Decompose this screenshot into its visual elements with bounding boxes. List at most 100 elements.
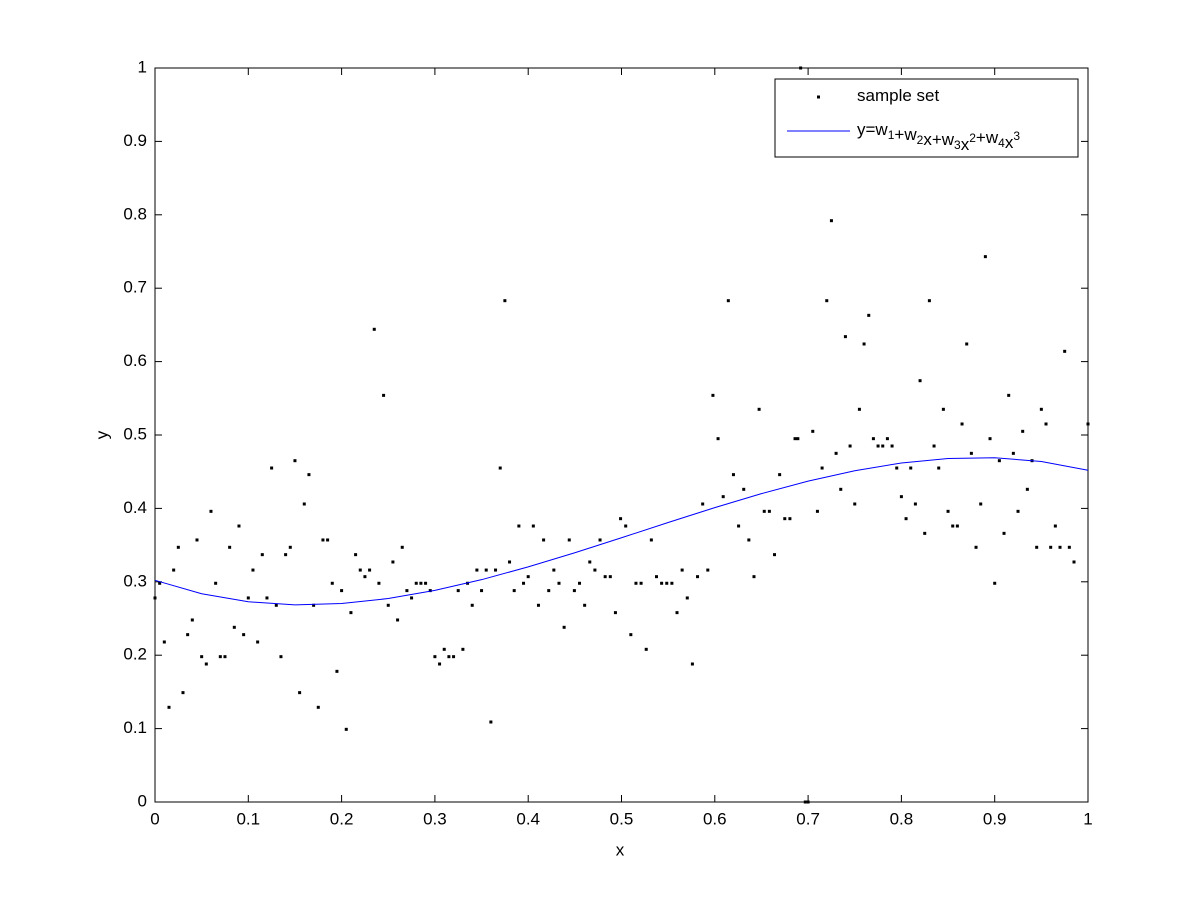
data-point [762, 509, 766, 513]
data-point [522, 581, 526, 585]
data-point [312, 603, 316, 607]
data-point [326, 538, 330, 542]
y-tick-label: 0.1 [123, 718, 147, 737]
data-point [895, 466, 899, 470]
data-point [512, 589, 516, 593]
data-point [1067, 545, 1071, 549]
data-point [644, 647, 648, 651]
data-point [988, 437, 992, 441]
data-point [983, 255, 987, 259]
data-point [767, 509, 771, 513]
data-point [885, 437, 889, 441]
data-point [993, 581, 997, 585]
data-point [218, 655, 222, 659]
data-point [629, 633, 633, 637]
data-point [726, 299, 730, 303]
data-point [923, 531, 927, 535]
data-point [1011, 451, 1015, 455]
data-point [820, 466, 824, 470]
data-point [494, 568, 498, 572]
data-point [470, 603, 474, 607]
data-point [190, 618, 194, 622]
plot-box [154, 67, 1089, 803]
y-tick-label: 0 [138, 791, 147, 810]
data-point [946, 509, 950, 513]
data-point [447, 655, 451, 659]
data-point [773, 553, 777, 557]
data-point [974, 545, 978, 549]
data-point [867, 313, 871, 317]
data-point [969, 451, 973, 455]
data-point [424, 581, 428, 585]
data-point [927, 299, 931, 303]
data-point [438, 662, 442, 666]
data-point [428, 589, 432, 593]
y-tick-label: 0.7 [123, 278, 147, 297]
data-point [567, 538, 571, 542]
data-point [1021, 429, 1025, 433]
data-point [731, 473, 735, 477]
fit-line [154, 457, 1089, 606]
data-point [685, 596, 689, 600]
data-point [368, 568, 372, 572]
data-point [675, 611, 679, 615]
y-tick-label: 0.9 [123, 131, 147, 150]
x-tick-label: 0 [150, 809, 159, 828]
data-point [382, 393, 386, 397]
data-point [578, 581, 582, 585]
data-point [932, 444, 936, 448]
x-tick-label: 0.1 [236, 809, 260, 828]
data-point [214, 581, 218, 585]
data-point [871, 437, 875, 441]
data-point [862, 342, 866, 346]
data-point [572, 589, 576, 593]
data-point [788, 517, 792, 521]
data-point [419, 581, 423, 585]
data-point [583, 603, 587, 607]
data-point [960, 422, 964, 426]
data-point [793, 437, 797, 441]
y-axis-label: y [92, 430, 111, 439]
data-point [256, 640, 260, 644]
data-point [260, 553, 264, 557]
data-point [475, 568, 479, 572]
data-point [829, 219, 833, 223]
data-point [480, 589, 484, 593]
data-point [344, 727, 348, 731]
data-point [181, 691, 185, 695]
x-tick-label: 0.3 [423, 809, 447, 828]
data-point [965, 342, 969, 346]
x-tick-label: 0.4 [516, 809, 540, 828]
data-point [508, 560, 512, 564]
data-point [1002, 531, 1006, 535]
data-point [562, 625, 566, 629]
y-tick-label: 0.6 [123, 351, 147, 370]
data-point [1039, 407, 1043, 411]
data-point [414, 581, 418, 585]
data-point [997, 459, 1001, 463]
data-point [158, 581, 162, 585]
data-point [1016, 509, 1020, 513]
data-point [372, 327, 376, 331]
data-point [433, 655, 437, 659]
data-point [274, 603, 278, 607]
data-point [853, 502, 857, 506]
x-tick-label: 1 [1083, 809, 1092, 828]
data-point [834, 451, 838, 455]
data-point [302, 502, 306, 506]
data-point [167, 705, 171, 709]
data-point [172, 568, 176, 572]
data-point [542, 538, 546, 542]
data-point [186, 633, 190, 637]
data-point [288, 545, 292, 549]
data-point [400, 545, 404, 549]
data-point [335, 669, 339, 673]
legend-box [774, 78, 1079, 158]
data-point [1044, 422, 1048, 426]
data-point [665, 581, 669, 585]
data-point [349, 611, 353, 615]
data-point [176, 545, 180, 549]
data-point [624, 524, 628, 528]
data-point [557, 581, 561, 585]
